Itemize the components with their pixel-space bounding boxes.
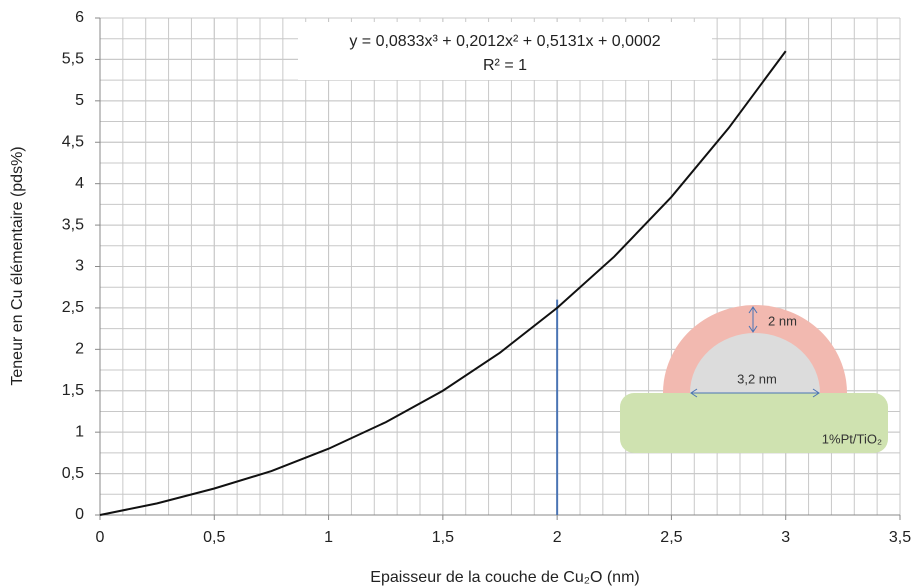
x-tick-label: 3 <box>781 529 790 546</box>
y-tick-label: 5 <box>75 92 84 109</box>
curve <box>99 50 787 516</box>
y-tick-label: 1,5 <box>62 382 84 399</box>
x-tick-label: 2 <box>553 529 562 546</box>
x-tick-label: 3,5 <box>889 529 911 546</box>
y-tick-label: 2 <box>75 341 84 358</box>
y-axis-label: Teneur en Cu élémentaire (pds%) <box>9 146 26 385</box>
marks <box>99 50 787 516</box>
arrow-heads <box>690 388 820 398</box>
support-label: 1%Pt/TiO₂ <box>822 431 882 446</box>
core <box>690 333 820 393</box>
y-tick-label: 0 <box>75 506 84 523</box>
y-tick-label: 5,5 <box>62 51 84 68</box>
x-tick-label: 1 <box>324 529 333 546</box>
y-tick-label: 3,5 <box>62 216 84 233</box>
support <box>620 393 888 453</box>
x-tick-label: 0 <box>96 529 105 546</box>
x-axis-label: Epaisseur de la couche de Cu₂O (nm) <box>370 569 639 586</box>
x-tick-label: 0,5 <box>203 529 225 546</box>
y-tick-label: 6 <box>75 9 84 26</box>
equation-box <box>298 22 712 80</box>
y-tick-label: 2,5 <box>62 299 84 316</box>
y-tick-label: 4 <box>75 175 84 192</box>
inset: 2 nm 3,2 nm 1%Pt/TiO₂ <box>620 305 888 453</box>
core-label: 3,2 nm <box>737 371 777 386</box>
arrow-heads <box>748 306 758 333</box>
grid: 0 0,5 1 1,5 2 2,5 3 3,5 0 0,5 1 1,5 2 2,5 3 3,5 4 4,5 5 5,5… <box>62 9 911 546</box>
x-tick-label: 2,5 <box>660 529 682 546</box>
y-tick-label: 0,5 <box>62 465 84 482</box>
shell-label: 2 nm <box>768 313 797 328</box>
y-tick-label: 3 <box>75 258 84 275</box>
equation: y = 0,0833x³ + 0,2012x² + 0,5131x + 0,00… <box>349 33 660 50</box>
y-tick-label: 1 <box>75 423 84 440</box>
r-squared: R² = 1 <box>483 57 527 74</box>
x-tick-label: 1,5 <box>432 529 454 546</box>
y-tick-label: 4,5 <box>62 133 84 150</box>
